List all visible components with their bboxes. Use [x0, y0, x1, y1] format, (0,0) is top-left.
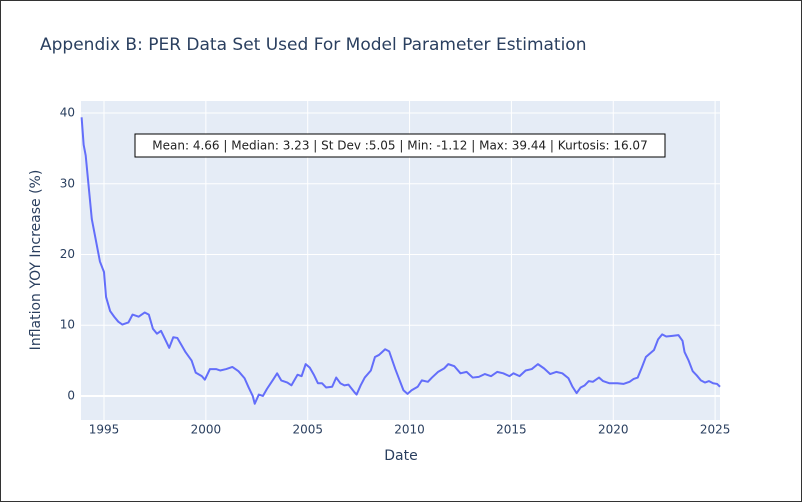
y-axis-label: Inflation YOY Increase (%)	[28, 170, 44, 351]
x-tick-label: 2000	[191, 423, 222, 437]
y-tick-label: 0	[67, 388, 75, 402]
x-tick-label: 2005	[292, 423, 323, 437]
x-axis-label: Date	[384, 448, 417, 464]
annotation: Mean: 4.66 | Median: 3.23 | St Dev :5.05…	[152, 139, 647, 153]
line-series	[80, 117, 721, 405]
y-tick-label: 10	[60, 318, 75, 332]
y-tick-label: 20	[60, 247, 75, 261]
y-tick-label: 30	[60, 176, 75, 190]
x-tick-label: 1995	[89, 423, 120, 437]
chart-title: Appendix B: PER Data Set Used For Model …	[40, 35, 586, 55]
x-tick-label: 2015	[496, 423, 527, 437]
x-tick-label: 2010	[394, 423, 425, 437]
marks	[80, 117, 721, 405]
annotation-box	[134, 133, 666, 158]
x-tick-label: 2020	[598, 423, 629, 437]
y-tick-label: 40	[60, 106, 75, 120]
x-tick-label: 2025	[700, 423, 731, 437]
